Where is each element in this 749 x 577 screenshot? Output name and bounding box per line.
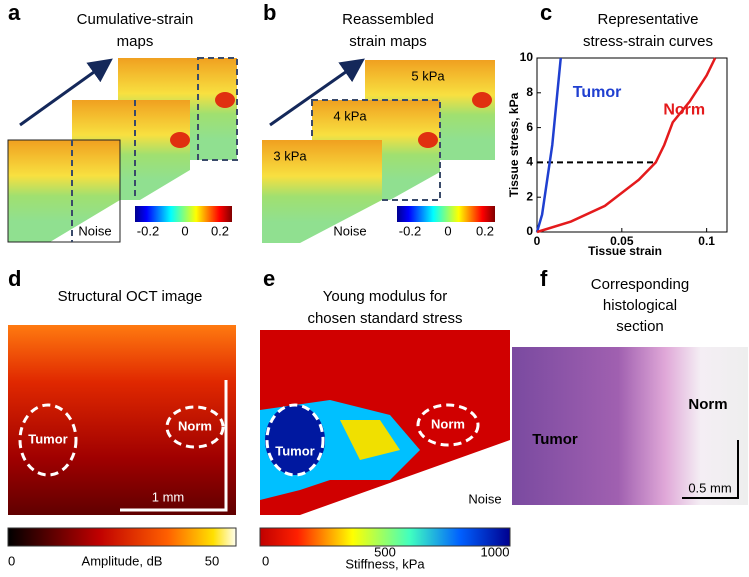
panel-letter: a: [8, 0, 21, 25]
roi-label: Tumor: [28, 431, 67, 446]
colorbar-label: Amplitude, dB: [82, 553, 163, 568]
colorbar-tick: 50: [205, 553, 219, 568]
noise-label: Noise: [468, 491, 501, 506]
colorbar: [135, 206, 232, 222]
noise-label: Noise: [78, 223, 111, 238]
histology-image: [512, 347, 748, 505]
panel-title: Structural OCT image: [58, 288, 203, 305]
panel-title: strain maps: [349, 33, 427, 50]
scale-label: 1 mm: [152, 489, 185, 504]
roi-label: Tumor: [275, 443, 314, 458]
legend-label: Tumor: [573, 84, 622, 101]
colorbar-tick: 0: [262, 553, 269, 568]
scale-label: 0.5 mm: [688, 480, 731, 495]
strain-map-stack: [262, 58, 495, 243]
curve: [535, 57, 562, 233]
colorbar-tick: 0: [8, 553, 15, 568]
strain-map-stack: [7, 57, 238, 243]
colorbar-tick: -0.2: [399, 223, 421, 238]
x-axis-label: Tissue strain: [588, 244, 662, 258]
panel-title: Young modulus for: [323, 288, 448, 305]
colorbar: [397, 206, 495, 222]
roi: [265, 403, 325, 477]
y-tick-label: 6: [526, 120, 533, 134]
panel-letter: d: [8, 266, 21, 291]
panel-letter: c: [540, 0, 552, 25]
panel-title: maps: [117, 33, 154, 50]
y-tick-label: 4: [526, 155, 533, 169]
panel-title: Reassembled: [342, 11, 434, 28]
region-label: Tumor: [532, 431, 578, 448]
colorbar: [7, 527, 237, 547]
x-tick-label: 0: [534, 234, 541, 248]
colorbar: [259, 527, 511, 547]
colorbar-tick: -0.2: [137, 223, 159, 238]
panel-title: Corresponding: [591, 276, 689, 293]
panel-title: chosen standard stress: [307, 310, 462, 327]
scale-bar: [682, 440, 739, 499]
panel-letter: b: [263, 0, 276, 25]
panel-title: section: [616, 318, 664, 335]
noise-label: Noise: [333, 223, 366, 238]
roi: [165, 405, 225, 449]
oct-image: [8, 325, 236, 515]
map-label: 5 kPa: [411, 68, 445, 83]
stress-strain-plot: 0 2 4 6 8 10 0 0.05 0.1 Tissue strain Tissue stres…: [507, 50, 728, 258]
panel-title: Representative: [598, 11, 699, 28]
y-tick-label: 8: [526, 85, 533, 99]
x-tick-label: 0.05: [610, 234, 634, 248]
colorbar-tick: 0.2: [476, 223, 494, 238]
x-tick-label: 0.1: [698, 234, 715, 248]
colorbar-tick: 500: [374, 544, 396, 559]
roi: [18, 403, 78, 477]
roi: [416, 403, 480, 447]
colorbar-tick: 1000: [481, 544, 510, 559]
panel-letter: f: [540, 266, 548, 291]
colorbar-tick: 0: [444, 223, 451, 238]
y-tick-label: 0: [526, 224, 533, 238]
colorbar-label: Stiffness, kPa: [345, 556, 425, 571]
y-tick-label: 2: [526, 189, 533, 203]
stiffness-map: [260, 330, 510, 515]
panel-title: histological: [603, 297, 677, 314]
curve: [536, 57, 717, 234]
colorbar-tick: 0: [181, 223, 188, 238]
panel-letter: e: [263, 266, 275, 291]
scale-bar: [120, 380, 228, 512]
y-tick-label: 10: [520, 50, 534, 64]
roi-label: Norm: [431, 416, 465, 431]
panel-title: Cumulative-strain: [77, 11, 194, 28]
colorbar-tick: 0.2: [211, 223, 229, 238]
region-label: Norm: [688, 396, 727, 413]
panel-title: stress-strain curves: [583, 33, 713, 50]
legend-label: Norm: [663, 101, 705, 118]
roi-label: Norm: [178, 418, 212, 433]
plot-frame: [536, 57, 728, 233]
map-label: 4 kPa: [333, 108, 367, 123]
map-label: 3 kPa: [273, 148, 307, 163]
y-axis-label: Tissue stress, kPa: [507, 92, 521, 197]
